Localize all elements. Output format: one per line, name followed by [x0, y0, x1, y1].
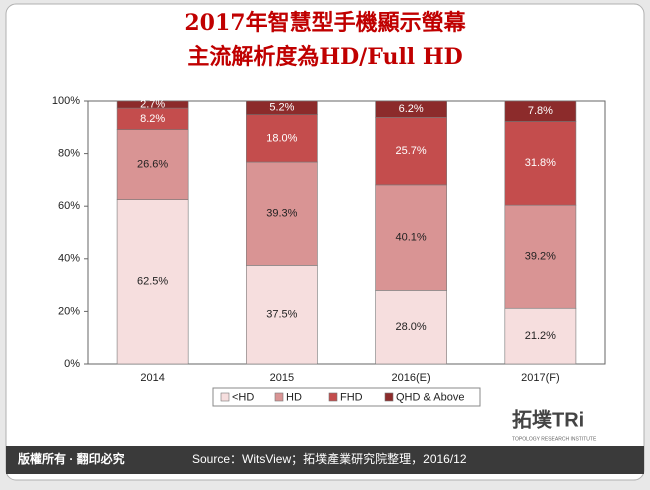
y-tick-label: 80%	[58, 148, 80, 160]
data-label: 31.8%	[525, 157, 556, 169]
bar-segment	[504, 121, 577, 206]
data-label: 28.0%	[396, 321, 427, 333]
bar-segment	[116, 100, 189, 109]
data-label: 39.2%	[525, 251, 556, 263]
y-tick-label: 20%	[58, 305, 80, 317]
bar-segment	[116, 129, 189, 200]
legend-swatch	[384, 392, 394, 402]
x-tick-label: 2017(F)	[521, 372, 560, 384]
bar-segment	[504, 204, 577, 309]
plot-area	[87, 100, 606, 365]
x-tick-label: 2015	[270, 372, 294, 384]
bar-segment	[504, 100, 577, 122]
footer-bar	[6, 446, 644, 474]
data-label: 26.6%	[137, 159, 168, 171]
y-tick-label: 60%	[58, 200, 80, 212]
legend-swatch	[220, 392, 230, 402]
legend-label: FHD	[340, 391, 363, 403]
legend-label: <HD	[232, 391, 254, 403]
data-label: 2.7%	[140, 98, 165, 110]
data-label: 5.2%	[269, 102, 294, 114]
data-label: 18.0%	[266, 132, 297, 144]
legend-label: HD	[286, 391, 302, 403]
y-tick-label: 40%	[58, 253, 80, 265]
logo: 拓墣TRi	[512, 408, 584, 431]
x-tick-label: 2016(E)	[392, 372, 431, 384]
legend-swatch	[274, 392, 284, 402]
y-tick-label: 0%	[64, 358, 80, 370]
chart-title: 2017年智慧型手機顯示螢幕	[184, 10, 466, 36]
y-tick-label: 100%	[52, 95, 80, 107]
copyright: 版權所有 · 翻印必究	[18, 451, 125, 466]
data-label: 25.7%	[396, 145, 427, 157]
data-label: 21.2%	[525, 330, 556, 342]
bar-segment	[375, 100, 447, 118]
bar-segment	[246, 114, 318, 163]
bar-segment	[375, 290, 447, 365]
data-label: 6.2%	[399, 103, 424, 115]
source: Source：WitsView；拓墣產業研究院整理，2016/12	[192, 451, 467, 466]
data-label: 37.5%	[266, 309, 297, 321]
bar-segment	[246, 161, 318, 266]
data-label: 7.8%	[528, 105, 553, 117]
legend-box	[212, 387, 481, 407]
data-label: 40.1%	[396, 232, 427, 244]
chart-subtitle: 主流解析度為HD/Full HD	[187, 44, 462, 70]
x-tick-label: 2014	[140, 372, 164, 384]
data-label: 8.2%	[140, 113, 165, 125]
bar-segment	[504, 307, 577, 365]
logo-subtitle: TOPOLOGY RESEARCH INSTITUTE	[512, 436, 597, 442]
bar-segment	[375, 117, 447, 186]
data-label: 62.5%	[137, 276, 168, 288]
bar-segment	[246, 100, 318, 115]
data-label: 39.3%	[266, 208, 297, 220]
bar-segment	[375, 184, 447, 291]
legend-label: QHD & Above	[396, 391, 464, 403]
legend-swatch	[328, 392, 338, 402]
bar-segment	[116, 199, 189, 365]
